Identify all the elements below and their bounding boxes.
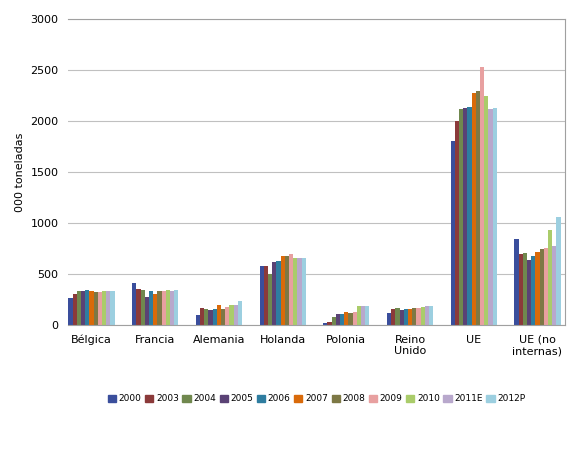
Bar bbox=[196, 315, 200, 325]
Bar bbox=[552, 246, 556, 325]
Bar bbox=[221, 309, 225, 325]
Bar bbox=[361, 306, 365, 325]
Bar bbox=[208, 310, 213, 325]
Bar bbox=[400, 310, 404, 325]
Bar bbox=[535, 252, 539, 325]
Bar bbox=[140, 290, 144, 325]
Bar bbox=[110, 292, 115, 325]
Bar bbox=[144, 297, 149, 325]
Bar bbox=[170, 292, 174, 325]
Bar bbox=[225, 307, 230, 325]
Bar bbox=[200, 308, 204, 325]
Bar bbox=[238, 300, 242, 325]
Bar bbox=[391, 309, 396, 325]
Bar bbox=[323, 323, 328, 325]
Y-axis label: 000 toneladas: 000 toneladas bbox=[15, 133, 25, 212]
Bar bbox=[420, 306, 425, 325]
Bar bbox=[293, 258, 298, 325]
Bar bbox=[132, 283, 136, 325]
Bar bbox=[174, 290, 178, 325]
Bar bbox=[429, 306, 433, 325]
Bar bbox=[153, 294, 157, 325]
Bar bbox=[213, 309, 217, 325]
Bar bbox=[548, 230, 552, 325]
Bar bbox=[72, 294, 77, 325]
Bar bbox=[98, 292, 102, 325]
Bar bbox=[451, 141, 455, 325]
Bar bbox=[492, 108, 497, 325]
Bar bbox=[412, 308, 416, 325]
Bar bbox=[455, 121, 459, 325]
Bar bbox=[365, 306, 369, 325]
Bar bbox=[106, 292, 110, 325]
Bar bbox=[302, 258, 306, 325]
Bar bbox=[476, 91, 480, 325]
Bar bbox=[416, 308, 420, 325]
Bar bbox=[340, 314, 344, 325]
Bar bbox=[514, 239, 519, 325]
Bar bbox=[85, 291, 89, 325]
Bar bbox=[298, 258, 302, 325]
Bar bbox=[102, 291, 106, 325]
Bar bbox=[161, 292, 166, 325]
Bar bbox=[467, 107, 472, 325]
Bar bbox=[77, 292, 81, 325]
Bar bbox=[463, 108, 467, 325]
Bar bbox=[459, 109, 463, 325]
Bar bbox=[336, 314, 340, 325]
Bar bbox=[89, 292, 93, 325]
Bar bbox=[93, 292, 98, 325]
Bar bbox=[264, 266, 268, 325]
Bar bbox=[204, 309, 208, 325]
Bar bbox=[166, 291, 170, 325]
Bar bbox=[531, 256, 535, 325]
Bar bbox=[136, 289, 140, 325]
Bar bbox=[480, 67, 484, 325]
Bar bbox=[68, 298, 72, 325]
Bar bbox=[404, 309, 408, 325]
Bar bbox=[556, 217, 560, 325]
Bar bbox=[539, 249, 543, 325]
Bar bbox=[357, 306, 361, 325]
Bar bbox=[276, 261, 281, 325]
Bar bbox=[285, 256, 289, 325]
Bar bbox=[230, 305, 234, 325]
Bar bbox=[81, 292, 85, 325]
Bar bbox=[488, 109, 492, 325]
Bar bbox=[349, 313, 353, 325]
Bar bbox=[281, 256, 285, 325]
Bar bbox=[353, 312, 357, 325]
Bar bbox=[408, 309, 412, 325]
Bar bbox=[234, 305, 238, 325]
Bar bbox=[332, 318, 336, 325]
Bar bbox=[272, 262, 276, 325]
Legend: 2000, 2003, 2004, 2005, 2006, 2007, 2008, 2009, 2010, 2011E, 2012P: 2000, 2003, 2004, 2005, 2006, 2007, 2008… bbox=[104, 391, 529, 407]
Bar bbox=[527, 260, 531, 325]
Bar bbox=[523, 253, 527, 325]
Bar bbox=[157, 292, 161, 325]
Bar bbox=[484, 95, 488, 325]
Bar bbox=[217, 305, 221, 325]
Bar bbox=[425, 306, 429, 325]
Bar bbox=[387, 313, 391, 325]
Bar bbox=[519, 254, 523, 325]
Bar bbox=[149, 291, 153, 325]
Bar bbox=[259, 266, 264, 325]
Bar bbox=[289, 254, 293, 325]
Bar bbox=[328, 321, 332, 325]
Bar bbox=[344, 312, 349, 325]
Bar bbox=[543, 248, 548, 325]
Bar bbox=[396, 308, 400, 325]
Bar bbox=[268, 273, 272, 325]
Bar bbox=[472, 93, 476, 325]
